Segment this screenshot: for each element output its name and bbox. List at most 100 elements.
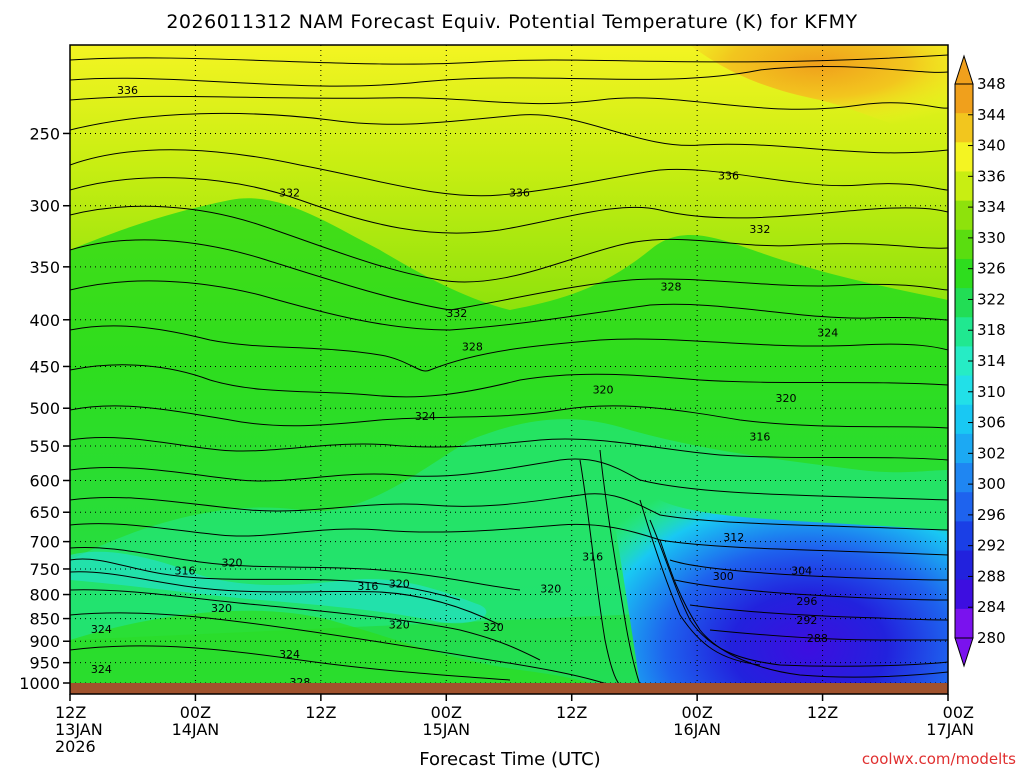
x-tick-label: 2026 (55, 737, 96, 756)
x-tick-label: 16JAN (673, 720, 721, 739)
colorbar-tick-label: 302 (977, 444, 1006, 462)
contour-label: 320 (483, 621, 504, 634)
contour-label: 316 (749, 431, 770, 444)
colorbar-top-arrow (954, 54, 974, 85)
contour-label: 304 (791, 565, 812, 578)
contour-lines (70, 54, 948, 685)
x-tick-label: 14JAN (172, 720, 220, 739)
colorbar-tick-label: 326 (977, 260, 1006, 278)
colorbar-segment (955, 142, 973, 172)
contour-label: 336 (117, 84, 138, 97)
x-tick-label: 12Z (556, 703, 587, 722)
colorbar-tick-label: 344 (977, 106, 1006, 124)
colorbar-tick-label: 306 (977, 414, 1006, 432)
contour-label: 320 (775, 392, 796, 405)
plot-frame (69, 44, 949, 695)
contour-label: 316 (357, 580, 378, 593)
contour-label: 332 (749, 223, 770, 236)
x-tick-label: 12Z (807, 703, 838, 722)
contour-label: 328 (462, 341, 483, 354)
colorbar-tick-label: 314 (977, 352, 1006, 370)
y-tick-label: 500 (29, 399, 60, 418)
contour-label: 332 (279, 186, 300, 199)
y-tick-label: 550 (29, 437, 60, 456)
colorbar-segment (955, 288, 973, 318)
low-cyan-band (70, 551, 487, 624)
y-axis: 250 300 350 400 450 500 550 600 650 700 750 800 850 9… (19, 124, 70, 693)
credit-text[interactable]: coolwx.com/modelts (862, 750, 1016, 768)
contour-label: 324 (817, 326, 838, 339)
contour-label: 312 (723, 531, 744, 544)
y-tick-label: 1000 (19, 674, 60, 693)
y-tick-label: 400 (29, 311, 60, 330)
colorbar-segment (955, 258, 973, 289)
colorbar-segment (955, 113, 973, 143)
colorbar-segment (955, 346, 973, 377)
colorbar-tick-label: 336 (977, 167, 1006, 185)
y-tick-label: 950 (29, 654, 60, 673)
contour-labels: 336 332 336 336 332 328 332 328 324 320 320 324 316 3… (91, 84, 838, 689)
colorbar-segment (955, 433, 973, 464)
contour-label: 336 (509, 186, 530, 199)
x-tick-label: 12Z (55, 703, 86, 722)
colorbar-tick-label: 292 (977, 537, 1006, 555)
colorbar-tick-label: 284 (977, 598, 1006, 616)
contour-label: 336 (718, 170, 739, 183)
colorbar-tick-label: 280 (977, 629, 1006, 647)
x-tick-label: 00Z (431, 703, 462, 722)
contour-label: 324 (91, 663, 112, 676)
y-tick-label: 850 (29, 610, 60, 629)
colorbar-tick-label: 334 (977, 198, 1006, 216)
colorbar-segment (955, 404, 973, 435)
y-tick-label: 250 (29, 124, 60, 143)
colorbar-segment (955, 521, 973, 552)
contour-label: 316 (582, 551, 603, 564)
colorbar-tick-label: 322 (977, 290, 1006, 308)
colorbar-segment (955, 171, 973, 202)
colorbar-tick-label: 340 (977, 137, 1006, 155)
colorbar-segment (955, 229, 973, 260)
colorbar-segment (955, 317, 973, 347)
y-tick-label: 300 (29, 197, 60, 216)
x-tick-label: 13JAN (55, 720, 103, 739)
colorbar-tick-label: 288 (977, 567, 1006, 585)
cold-pool (600, 440, 948, 685)
x-tick-label: 00Z (180, 703, 211, 722)
x-axis-title: Forecast Time (UTC) (419, 749, 600, 768)
y-tick-label: 450 (29, 357, 60, 376)
y-tick-label: 600 (29, 472, 60, 491)
contour-label: 316 (174, 565, 195, 578)
x-tick-label: 15JAN (422, 720, 470, 739)
colorbar-tick-label: 348 (977, 75, 1006, 93)
colorbar-segment (955, 579, 973, 610)
x-tick-label: 00Z (943, 703, 974, 722)
y-tick-label: 750 (29, 560, 60, 579)
upper-warm-band (70, 45, 948, 310)
chart-title: 2026011312 NAM Forecast Equiv. Potential… (166, 11, 857, 33)
colorbar-segment (955, 375, 973, 406)
colorbar-tick-label: 300 (977, 475, 1006, 493)
lower-warm-band (70, 610, 600, 685)
colorbar-tick-label: 330 (977, 229, 1006, 247)
contour-label: 332 (446, 307, 467, 320)
colorbar-segment (955, 463, 973, 493)
y-tick-label: 800 (29, 586, 60, 605)
x-tick-label: 17JAN (926, 720, 974, 739)
contour-label: 320 (540, 583, 561, 596)
colorbar-segment (955, 550, 973, 581)
contour-label: 324 (91, 623, 112, 636)
contour-label: 320 (389, 577, 410, 590)
ground-strip (70, 683, 948, 694)
colorbar-tick-label: 310 (977, 383, 1006, 401)
colorbar-segment (955, 84, 973, 114)
contour-label: 292 (796, 614, 817, 627)
contour-label: 324 (279, 648, 300, 661)
y-tick-label: 700 (29, 533, 60, 552)
y-tick-label: 650 (29, 503, 60, 522)
contour-label: 328 (661, 281, 682, 294)
contour-label: 300 (713, 570, 734, 583)
colorbar-segment (955, 200, 973, 231)
colorbar-tick-label: 318 (977, 321, 1006, 339)
colorbar: 280 284 288 292 296 300 302 306 310 314 318 322 326 3… (954, 54, 1006, 668)
